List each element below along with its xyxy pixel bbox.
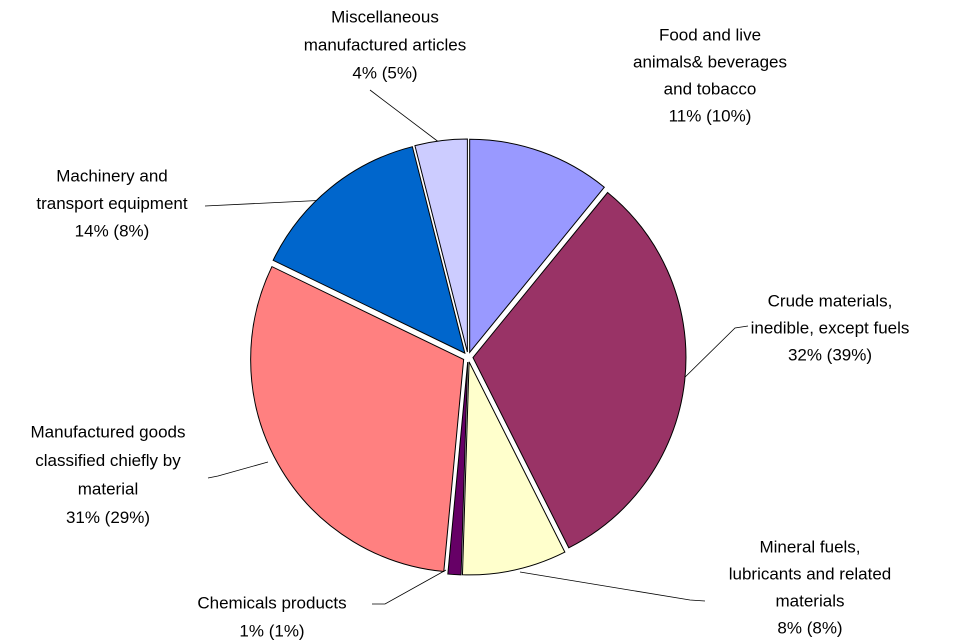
slice-label: Miscellaneous manufactured articles 4% (5%…: [304, 7, 467, 82]
slice-label: Chemicals products 1% (1%): [197, 593, 346, 640]
category-label: Crude materials,: [768, 291, 893, 310]
value-label: 8% (8%): [777, 618, 842, 637]
slice-label: Manufactured goods classified chiefly by m…: [31, 422, 186, 527]
value-label: 14% (8%): [75, 221, 150, 240]
value-label: 11% (10%): [669, 106, 752, 125]
category-label: lubricants and related: [729, 564, 892, 583]
category-label: materials: [776, 591, 845, 610]
leader-line: [372, 569, 447, 605]
value-label: 1% (1%): [239, 621, 304, 640]
category-label: material: [78, 479, 138, 498]
category-label: Manufactured goods: [31, 422, 186, 441]
value-label: 32% (39%): [788, 345, 872, 364]
pie-slice: [472, 191, 687, 549]
slice-label: Mineral fuels, lubricants and related mate…: [729, 537, 892, 637]
category-label: inedible, except fuels: [751, 318, 910, 337]
category-label: Miscellaneous: [331, 7, 439, 26]
pie-slice: [469, 138, 606, 354]
leader-line: [369, 89, 441, 144]
pie-slice: [461, 361, 566, 576]
category-label: animals& beverages: [633, 52, 787, 71]
leader-line: [679, 325, 749, 383]
slice-label: Food and live animals& beverages and tobac…: [633, 25, 787, 125]
category-label: and tobacco: [664, 79, 757, 98]
value-label: 4% (5%): [352, 63, 417, 82]
pie-slice: [447, 361, 469, 576]
leader-line: [207, 461, 269, 479]
pie-slice: [414, 138, 468, 353]
value-label: 31% (29%): [66, 508, 150, 527]
pie-slice: [272, 146, 466, 355]
pie-slice: [250, 265, 465, 573]
leader-line: [519, 571, 706, 602]
category-label: classified chiefly by: [35, 451, 181, 470]
category-label: Machinery and: [56, 166, 168, 185]
category-label: Food and live: [659, 25, 761, 44]
category-label: Chemicals products: [197, 593, 346, 612]
category-label: Mineral fuels,: [759, 537, 860, 556]
category-label: manufactured articles: [304, 35, 467, 54]
category-label: transport equipment: [36, 194, 187, 213]
slice-label: Crude materials, inedible, except fuels 32…: [751, 291, 910, 364]
slice-label: Machinery and transport equipment 14% (8%): [36, 166, 187, 240]
